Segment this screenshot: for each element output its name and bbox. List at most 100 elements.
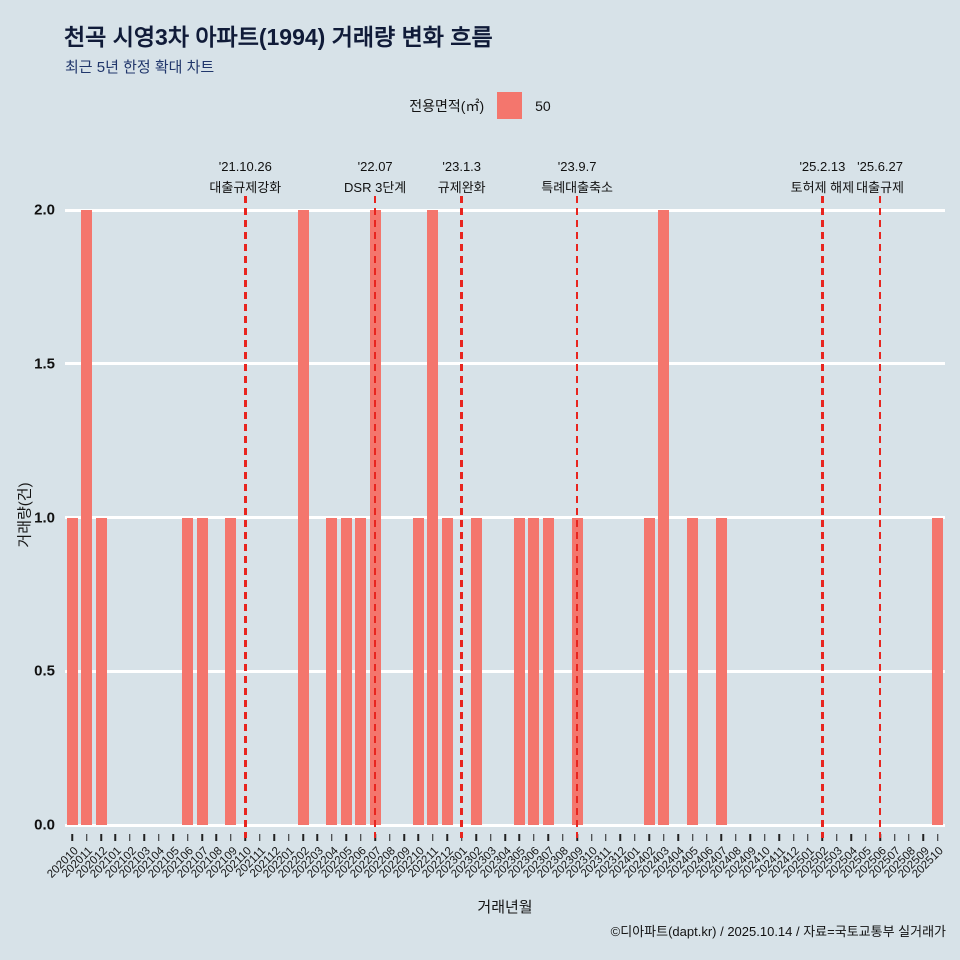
gridline <box>65 516 945 519</box>
x-tick <box>720 834 723 841</box>
bar-202403 <box>658 210 670 825</box>
event-label: DSR 3단계 <box>344 180 407 195</box>
x-tick <box>388 834 391 841</box>
bar-202106 <box>182 517 194 825</box>
gridline <box>65 362 945 366</box>
event-annotation: '23.9.7 특례대출축소 <box>541 156 613 198</box>
x-tick <box>807 834 809 841</box>
event-date: '25.2.13 <box>799 159 846 174</box>
x-tick <box>648 834 650 841</box>
event-label: 특례대출축소 <box>541 180 614 195</box>
bar-202012 <box>95 517 107 825</box>
event-date: '25.6.27 <box>857 159 903 174</box>
legend-title: 전용면적(㎡) <box>409 97 485 114</box>
page-title: 천곡 시영3차 아파트(1994) 거래량 변화 흐름 <box>64 24 493 50</box>
x-tick <box>864 834 867 841</box>
event-line-202301 <box>460 196 463 838</box>
bar-202211 <box>427 210 439 825</box>
x-tick <box>417 834 420 841</box>
x-tick <box>432 834 434 841</box>
y-tick-label: 1.5 <box>34 355 55 373</box>
bar-202305 <box>513 517 525 825</box>
bar-202107 <box>196 517 208 825</box>
x-tick <box>71 834 73 841</box>
event-date: '22.07 <box>357 159 393 174</box>
x-tick <box>129 834 131 841</box>
x-tick <box>706 834 708 841</box>
x-tick <box>359 834 362 841</box>
x-tick <box>619 834 622 841</box>
x-tick <box>100 834 102 841</box>
event-date: '21.10.26 <box>218 159 272 174</box>
bar-202306 <box>528 517 540 825</box>
event-date: '23.9.7 <box>557 159 597 174</box>
x-tick <box>908 834 910 841</box>
y-tick-label: 0.5 <box>34 662 55 680</box>
event-label: 대출규제강화 <box>209 180 282 195</box>
x-tick <box>201 834 203 841</box>
event-date: '23.1.3 <box>442 159 482 174</box>
x-tick <box>691 834 694 841</box>
bar-202302 <box>470 517 482 825</box>
x-tick <box>489 834 492 841</box>
x-tick <box>533 834 535 841</box>
annotations-layer: '21.10.26 대출규제강화 '22.07 DSR 3단계 '23.1.3 규제완화 '… <box>65 159 945 838</box>
x-tick <box>215 834 218 841</box>
x-tick <box>778 834 780 841</box>
bar-202204 <box>326 517 338 825</box>
x-tick <box>634 834 636 841</box>
event-line-202309 <box>575 196 579 838</box>
x-tick <box>475 834 477 841</box>
x-tick <box>922 834 925 841</box>
x-tick <box>561 834 564 841</box>
x-tick <box>287 834 290 841</box>
bar-202407 <box>715 517 727 825</box>
bar-202205 <box>340 517 352 825</box>
x-tick <box>114 834 117 841</box>
event-annotation: '25.6.27 대출규제 <box>856 156 904 198</box>
x-tick <box>735 834 737 841</box>
x-tick <box>763 834 766 841</box>
event-line-202207 <box>373 196 377 838</box>
x-tick <box>446 834 449 841</box>
event-line-202502 <box>821 196 824 838</box>
event-annotation: '22.07 DSR 3단계 <box>344 156 406 198</box>
gridline <box>65 208 945 212</box>
bar-202210 <box>412 517 424 825</box>
x-tick <box>85 834 88 841</box>
event-line-202110 <box>244 196 247 838</box>
bar-202206 <box>355 517 367 825</box>
x-tick <box>143 834 146 841</box>
x-tick <box>259 834 261 841</box>
x-tick <box>273 834 275 841</box>
x-tick <box>547 834 550 841</box>
x-tick <box>345 834 348 841</box>
event-line-202506 <box>878 196 882 838</box>
bar-202109 <box>225 517 237 825</box>
x-tick <box>662 834 665 841</box>
gridline <box>65 823 945 827</box>
x-tick <box>302 834 304 841</box>
event-annotation: '25.2.13 토허제 해제 <box>791 156 854 198</box>
x-axis-title: 거래년월 <box>477 899 533 916</box>
x-tick <box>518 834 521 841</box>
legend: 전용면적(㎡) 50 <box>0 92 960 119</box>
x-tick <box>172 834 174 841</box>
page-subtitle: 최근 5년 한정 확대 차트 <box>65 59 215 76</box>
bar-202202 <box>297 210 309 825</box>
x-tick <box>186 834 189 841</box>
x-tick <box>331 834 333 841</box>
x-tick <box>590 834 593 841</box>
x-tick <box>316 834 319 841</box>
event-label: 규제완화 <box>437 180 486 195</box>
bar-202402 <box>643 517 655 825</box>
bar-202405 <box>687 517 699 825</box>
y-tick-label: 1.0 <box>34 509 55 526</box>
x-tick <box>792 834 795 841</box>
gridline <box>65 669 945 673</box>
x-tick <box>230 834 232 841</box>
bar-202307 <box>542 517 554 825</box>
x-tick <box>158 834 160 841</box>
y-axis-layer: 0.0 0.5 1.0 1.5 2.0 <box>34 202 945 834</box>
